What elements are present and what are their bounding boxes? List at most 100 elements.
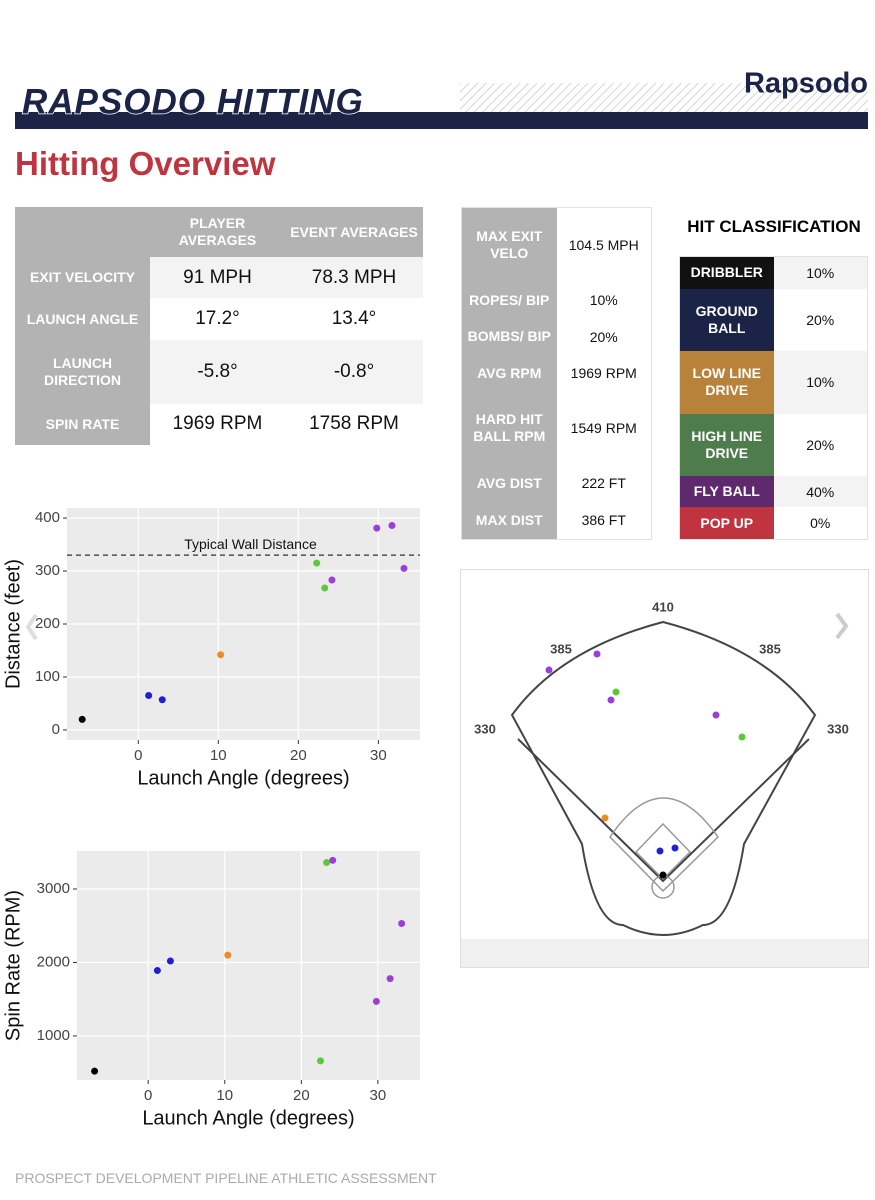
infield [609,797,719,899]
x-tick-label: 10 [210,747,227,764]
distance-label: 385 [550,641,572,656]
distance-label: 330 [474,721,496,736]
class-value: 40% [773,476,868,508]
metric-label: MAX DIST [461,501,557,540]
y-tick-label: 1000 [37,1027,70,1044]
classification-table: DRIBBLER 10% GROUND BALL 20% LOW LINE DRIVE 1… [679,256,868,540]
metric-row: AVG DIST 222 FT [461,465,652,502]
hatch [460,83,868,112]
point [91,1067,99,1075]
metric-value: 1969 RPM [570,365,637,382]
metric-row: MAX EXIT VELO 104.5 MPH [461,207,652,282]
metric-label: AVG RPM [461,355,557,392]
class-label: GROUND BALL [679,288,774,352]
y-tick-label: 100 [35,668,60,685]
point [372,997,380,1005]
point [321,584,329,592]
cell: 17.2° [195,308,240,330]
distance-label: 385 [759,641,781,656]
class-value: 10% [773,351,868,414]
col-header: PLAYER AVERAGES [150,207,285,257]
footer: PROSPECT DEVELOPMENT PIPELINE ATHLETIC A… [15,1170,437,1186]
class-label: LOW LINE DRIVE [679,351,774,414]
metric-label: AVG DIST [461,465,557,502]
row-label: LAUNCH ANGLE [15,298,150,340]
x-axis-label: Launch Angle (degrees) [137,767,349,789]
cell: -0.8° [285,339,423,404]
distance-label: 330 [827,721,849,736]
y-tick-label: 2000 [37,953,70,970]
class-value: 20% [773,413,868,477]
row-label: EXIT VELOCITY [15,257,150,299]
metric-row: BOMBS/ BIP 20% [461,318,652,356]
metric-label: BOMBS/ BIP [461,318,557,356]
x-tick-label: 10 [216,1087,233,1104]
reference-label: Typical Wall Distance [184,536,317,552]
cell: 91 MPH [150,257,285,299]
class-row: FLY BALL 40% [679,476,868,508]
row-label: LAUNCH DIRECTION [15,339,150,404]
class-row: DRIBBLER 10% [679,256,868,289]
metric-row: HARD HIT BALL RPM 1549 RPM [461,391,652,466]
row-label: SPIN RATE [15,403,150,445]
charts: 0 100 200 300 400 0 10 20 30 Typical Wall Distanc… [2,508,420,1129]
x-tick-label: 20 [293,1087,310,1104]
y-tick-label: 0 [52,721,60,738]
point [329,856,337,864]
class-row: HIGH LINE DRIVE 20% [679,413,868,477]
point [323,859,331,867]
point [316,1057,324,1065]
x-tick-label: 20 [290,747,307,764]
metrics-table: MAX EXIT VELO 104.5 MPH ROPES/ BIP 10% BOMBS… [461,207,652,540]
x-tick-label: 30 [370,747,387,764]
x-tick-label: 0 [144,1087,152,1104]
spray-footer [461,939,868,967]
metric-value: 222 FT [581,475,626,492]
spray-chart: 410 385 385 330 330 [460,569,869,968]
point [166,957,174,965]
point [145,692,153,700]
point [78,715,86,723]
metric-label: ROPES/ BIP [461,281,557,319]
y-tick-label: 400 [35,509,60,526]
class-label: FLY BALL [679,476,774,508]
spray-frame [460,569,869,968]
averages-table: PLAYER AVERAGES EVENT AVERAGES EXIT VELOC… [15,207,423,445]
cell: 1758 RPM [309,413,399,435]
metric-label: HARD HIT BALL RPM [461,391,557,466]
metric-value: 1549 RPM [570,420,637,437]
metric-value: 20% [589,328,618,345]
hits [545,650,746,879]
next-arrow[interactable] [835,612,849,640]
point [224,951,232,959]
metric-row: MAX DIST 386 FT [461,501,652,540]
field [510,620,817,936]
col-header: EVENT AVERAGES [285,207,423,257]
metric-label: MAX EXIT VELO [461,207,557,282]
cell: -5.8° [150,339,285,404]
point [373,524,381,532]
x-tick-label: 30 [370,1087,387,1104]
point [328,576,336,584]
class-label: POP UP [679,507,774,540]
point [400,564,408,572]
class-value: 20% [773,288,868,352]
classification-title: HIT CLASSIFICATION [687,217,861,236]
logo: Rapsodo [744,68,868,100]
prev-arrow[interactable] [25,613,38,641]
cell: 1969 RPM [172,413,263,435]
y-tick-label: 3000 [37,880,70,897]
y-tick-label: 200 [35,615,60,632]
class-row: GROUND BALL 20% [679,288,868,352]
y-axis-label: Distance (feet) [2,559,24,689]
point [313,559,321,567]
metric-row: AVG RPM 1969 RPM [461,355,652,392]
page-title: Hitting Overview [15,145,276,182]
point [388,521,396,529]
metric-value: 10% [589,292,618,309]
y-tick-label: 300 [35,562,60,579]
metric-row: ROPES/ BIP 10% [461,281,652,319]
point [386,975,394,983]
cell: 78.3 MPH [285,257,423,299]
